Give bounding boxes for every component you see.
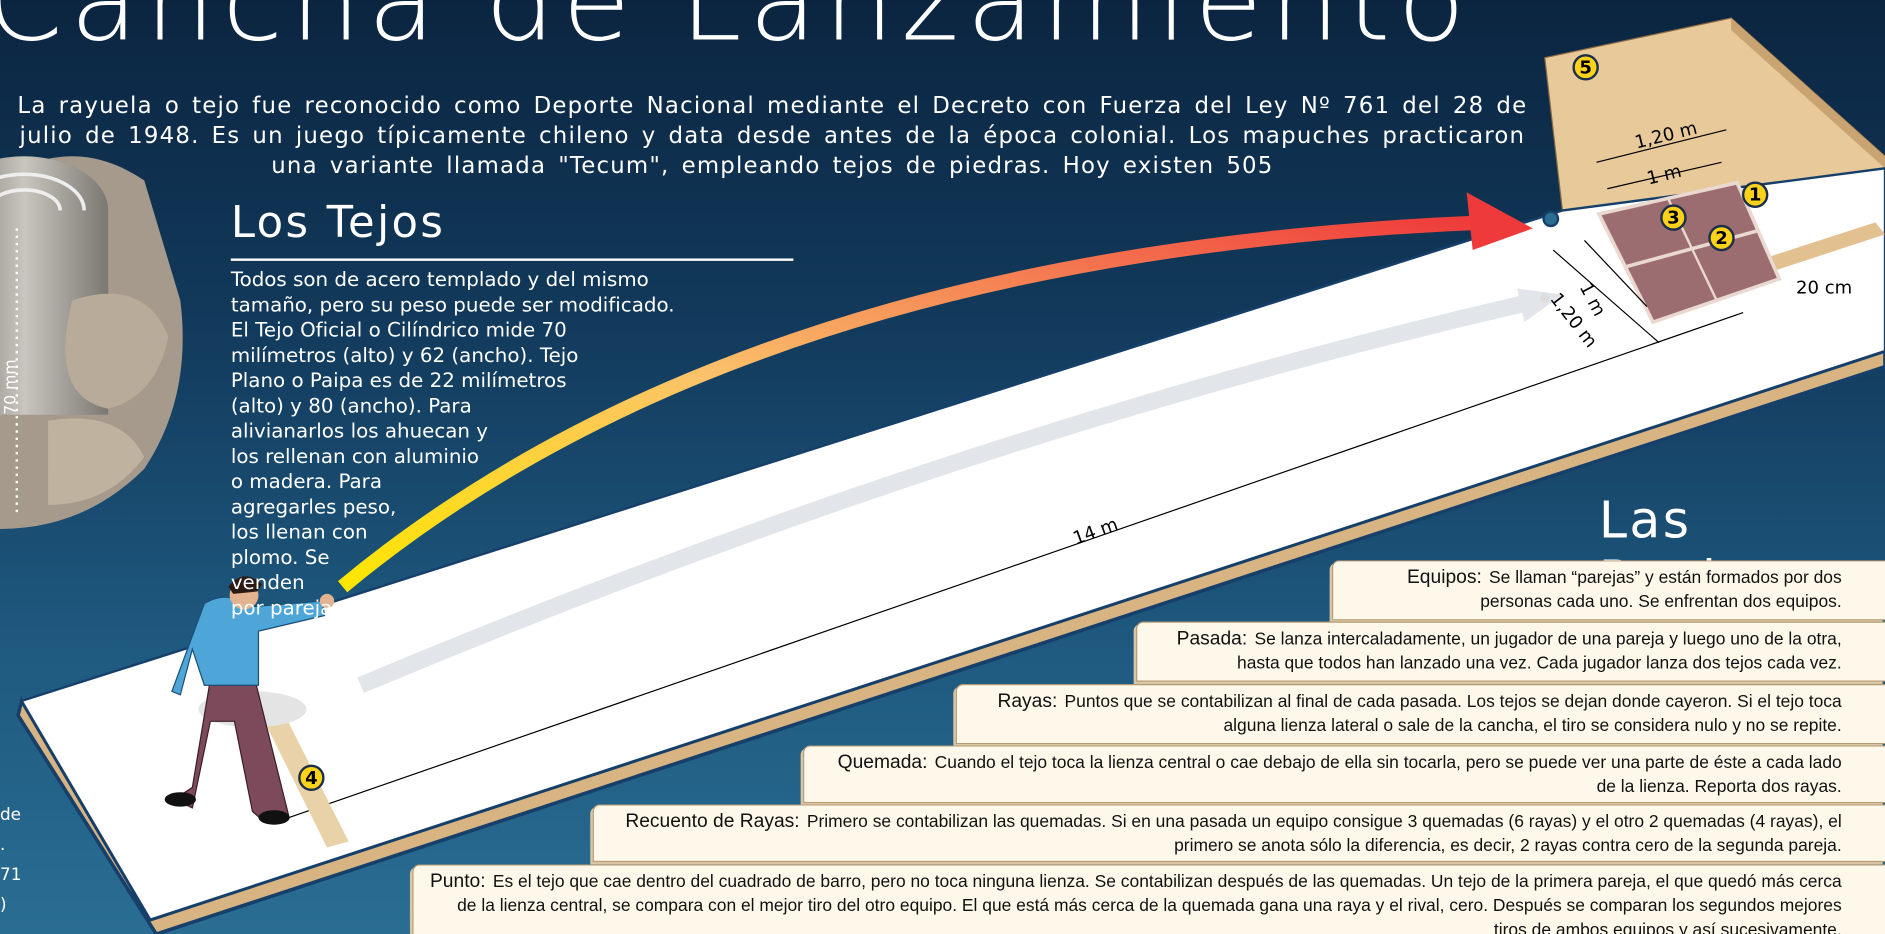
rule-box: Recuento de Rayas: Primero se contabiliza… — [593, 804, 1885, 862]
title: Cancha de Lanzamiento — [0, 0, 1472, 66]
text-fragment: ) — [0, 896, 7, 915]
rule-label: Equipos: — [1407, 567, 1482, 587]
rule-box: Punto:Es el tejo que cae dentro del cuad… — [412, 864, 1885, 934]
rule-label: Recuento de Rayas: — [625, 811, 799, 831]
rule-text: Primero se contabilizan las quemadas. Si… — [807, 813, 1842, 856]
intro: La rayuela o tejo fue reconocido como De… — [12, 91, 1533, 181]
divider — [231, 258, 794, 260]
tejos-heading: Los Tejos — [231, 198, 446, 247]
rule-box: Equipos:Se llaman “parejas” y están form… — [1332, 560, 1885, 620]
marker-label: 5 — [1579, 57, 1592, 78]
rule-text: Se llaman “parejas” y están formados por… — [1480, 569, 1841, 612]
text-fragment: . — [0, 836, 5, 855]
text-fragment: 71 — [0, 866, 21, 885]
height-label: 70 mm — [2, 359, 20, 414]
marker-label: 2 — [1715, 228, 1728, 249]
marker-label: 1 — [1749, 185, 1762, 206]
rule-label: Quemada: — [838, 753, 928, 773]
tejo-landed — [1544, 212, 1558, 226]
rule-box: Rayas: Puntos que se contabilizan al fina… — [956, 684, 1885, 744]
marker-label: 3 — [1667, 208, 1680, 229]
rule-text: Puntos que se contabilizan al final de c… — [1065, 692, 1842, 735]
tejo-photo — [0, 156, 183, 529]
tejos-body: Todos son de acero templado y del mismo … — [231, 267, 760, 620]
rule-box: Quemada: Cuando el tejo toca la lienza ce… — [803, 745, 1885, 803]
rule-label: Punto: — [430, 872, 486, 892]
rule-text: Se lanza intercaladamente, un jugador de… — [1237, 630, 1842, 673]
rule-text: Cuando el tejo toca la lienza central o … — [935, 754, 1842, 797]
infographic: 1 2 3 4 5 Cancha de Lanzamiento La rayuela o … — [0, 0, 1885, 934]
rule-label: Pasada: — [1177, 629, 1248, 649]
rule-box: Pasada:Se lanza intercaladamente, un jug… — [1136, 622, 1885, 682]
text-fragment: de — [0, 805, 21, 824]
dimension-label: 20 cm — [1796, 276, 1852, 298]
rule-text: Es el tejo que cae dentro del cuadrado d… — [457, 873, 1842, 934]
rule-label: Rayas: — [997, 691, 1057, 711]
marker-label: 4 — [305, 768, 318, 789]
